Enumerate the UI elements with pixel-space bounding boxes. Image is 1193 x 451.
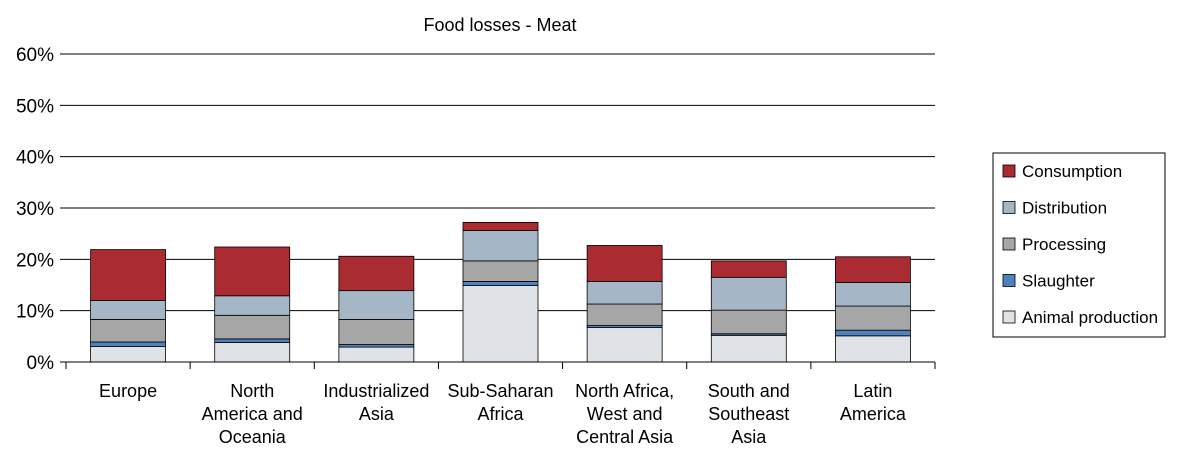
legend-swatch (1002, 274, 1016, 287)
bar-segment (835, 329, 911, 337)
bars (90, 221, 911, 363)
bar-segment (338, 290, 415, 320)
bar-segment (462, 260, 539, 282)
bar-segment (90, 249, 166, 301)
bar-segment (710, 276, 787, 311)
bar-segment (586, 303, 663, 326)
y-tick-label: 50% (16, 96, 54, 117)
bar-segment (90, 346, 166, 363)
bar-segment (586, 281, 663, 305)
legend-item: Processing (1002, 235, 1106, 254)
bar-segment (90, 341, 166, 348)
bar-stack (462, 221, 539, 363)
bar-segment (586, 245, 663, 282)
bar-segment (710, 309, 787, 335)
bar-stack (90, 249, 166, 363)
legend-item: Consumption (1002, 162, 1122, 181)
y-axis-tick-labels: 0% 10% 20% 30% 40% 50% 60% (16, 45, 54, 374)
bar-segment (214, 342, 291, 363)
bar-segment (835, 305, 911, 331)
bar-stack (214, 246, 291, 363)
x-tick-label: Sub-Saharan Africa (447, 381, 553, 424)
chart-title: Food losses - Meat (423, 15, 576, 35)
legend-item: Distribution (1002, 199, 1107, 218)
bar-segment (214, 314, 291, 340)
bar-stack (710, 260, 787, 363)
bar-segment (462, 285, 539, 363)
legend: Consumption Distribution Processing Slaught… (992, 152, 1166, 338)
x-tick-label: Latin America (840, 381, 907, 424)
bar-segment (835, 282, 911, 307)
x-tick-label: North America and Oceania (202, 381, 303, 447)
y-tick-label: 60% (16, 45, 54, 66)
legend-swatch (1002, 310, 1016, 324)
bar-segment (710, 334, 787, 363)
bar-segment (214, 246, 291, 297)
legend-label: Processing (1022, 235, 1106, 254)
legend-swatch (1002, 201, 1016, 214)
legend-label: Animal production (1022, 308, 1158, 327)
bar-segment (338, 255, 415, 292)
bar-segment (586, 327, 663, 363)
legend-swatch (1002, 237, 1016, 251)
x-tick-label: Industrialized Asia (323, 381, 429, 424)
bar-segment (90, 299, 166, 320)
x-tick-label: Europe (99, 381, 157, 401)
legend-label: Consumption (1022, 162, 1122, 181)
y-tick-label: 30% (16, 199, 54, 220)
x-axis (65, 361, 936, 369)
bar-segment (338, 346, 415, 363)
x-tick-label: South and Southeast Asia (708, 381, 790, 447)
bar-segment (462, 281, 539, 286)
y-tick-label: 20% (16, 250, 54, 271)
legend-item: Animal production (1002, 308, 1158, 327)
x-tick-label: North Africa, West and Central Asia (575, 381, 674, 447)
legend-label: Distribution (1022, 199, 1107, 218)
bar-segment (835, 256, 911, 283)
bar-segment (214, 338, 291, 343)
bar-stack (338, 255, 415, 363)
bar-segment (462, 230, 539, 262)
legend-item: Slaughter (1002, 272, 1095, 291)
bar-segment (90, 318, 166, 343)
bar-segment (214, 295, 291, 316)
y-tick-label: 40% (16, 148, 54, 169)
legend-swatch (1002, 164, 1016, 178)
x-axis-tick-labels: Europe North America and Oceania Industriali… (99, 381, 907, 447)
gridlines (60, 53, 935, 363)
bar-stack (586, 245, 663, 363)
legend-label: Slaughter (1022, 272, 1095, 291)
y-tick-label: 10% (16, 302, 54, 323)
bar-segment (710, 260, 787, 278)
legend-box (992, 152, 1166, 338)
y-tick-label: 0% (27, 353, 55, 374)
bar-segment (338, 318, 415, 345)
bar-segment (835, 335, 911, 363)
bar-segment (462, 221, 539, 231)
bar-stack (835, 256, 911, 363)
